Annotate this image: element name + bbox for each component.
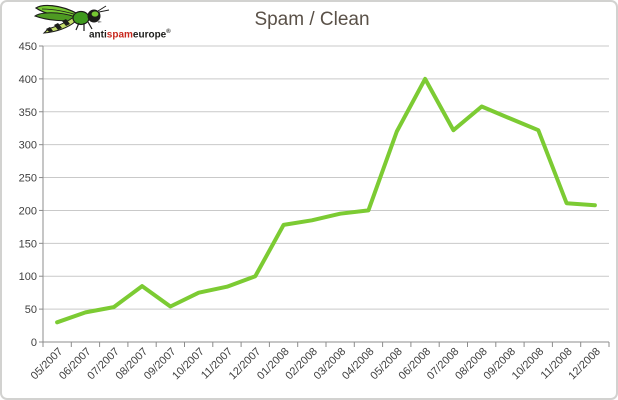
- antispameurope-logo: antispameurope®: [32, 3, 182, 45]
- chart-title: Spam / Clean: [254, 9, 370, 30]
- y-tick-label: 300: [19, 140, 37, 152]
- wasp-icon: [33, 4, 110, 34]
- logo-anti: anti: [89, 29, 107, 41]
- y-tick-label: 200: [19, 205, 37, 217]
- x-tick-label: 12/2008: [566, 346, 603, 383]
- registered-mark: ®: [166, 29, 171, 35]
- y-tick-label: 50: [25, 304, 37, 316]
- x-axis-labels: 05/200706/200707/200708/200709/200710/20…: [29, 346, 603, 383]
- logo-spam: spam: [106, 29, 133, 41]
- y-tick-label: 250: [19, 173, 37, 185]
- y-axis-labels: 0 50 100 150 200 250 300 350 400 450: [19, 41, 37, 349]
- y-tick-label: 0: [31, 337, 37, 349]
- y-tick-label: 450: [19, 41, 37, 53]
- y-tick-label: 150: [19, 238, 37, 250]
- spam-clean-series-line: [55, 76, 597, 325]
- gridlines: [43, 45, 609, 310]
- logo-europe: europe: [132, 29, 167, 41]
- y-tick-label: 350: [19, 107, 37, 119]
- logo-wordmark: antispameurope®: [89, 29, 171, 40]
- y-tick-label: 100: [19, 271, 37, 283]
- axes: [39, 45, 610, 347]
- y-tick-label: 400: [19, 74, 37, 86]
